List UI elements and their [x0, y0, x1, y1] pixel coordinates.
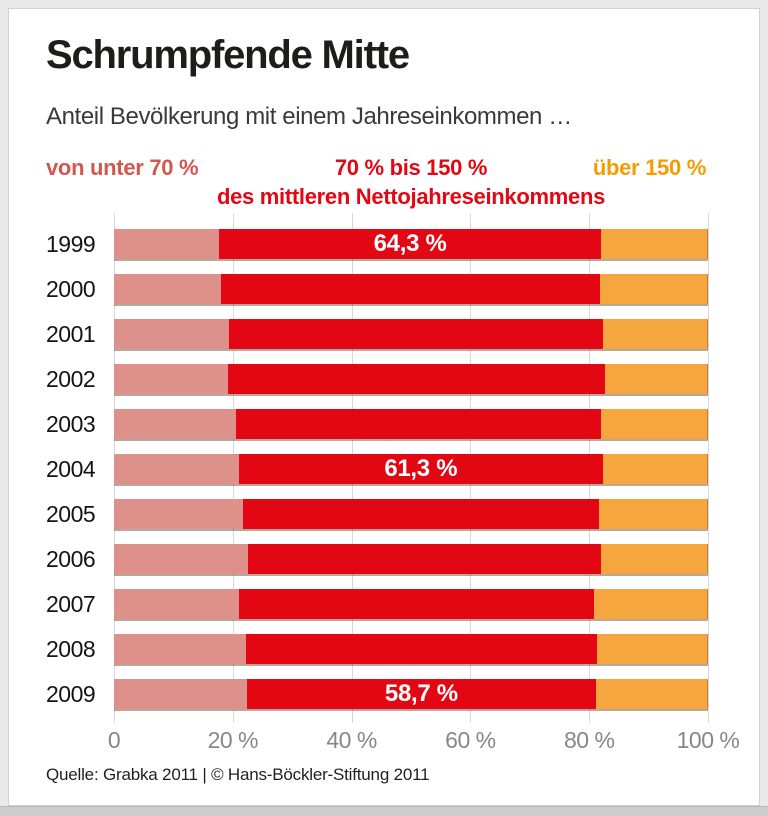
bottom-strip	[0, 806, 768, 816]
legend-item-over-150: über 150 %	[592, 155, 706, 180]
legend-item-under-70: von unter 70 %	[46, 155, 199, 180]
bar-row: 1999 64,3 %	[46, 229, 708, 259]
chart-title: Schrumpfende Mitte	[46, 33, 410, 77]
chart-card: Schrumpfende Mitte Anteil Bevölkerung mi…	[8, 8, 760, 806]
bar-segment-over-150	[595, 679, 708, 709]
stacked-bar	[114, 319, 708, 349]
gridline	[708, 213, 709, 723]
bar-row: 2002	[46, 364, 708, 394]
stacked-bar	[114, 409, 708, 439]
x-tick-label: 80 %	[563, 727, 615, 753]
bar-segment-under-70	[114, 409, 237, 439]
bar-value-label: 61,3 %	[384, 455, 458, 482]
bar-segment-under-70	[114, 544, 248, 574]
bar-segment-over-150	[605, 364, 708, 394]
legend-subline: des mittleren Nettojahreseinkommens	[216, 184, 606, 209]
bar-segment-70-150	[236, 409, 602, 439]
bar-segment-under-70	[114, 229, 220, 259]
bar-segment-under-70	[114, 499, 244, 529]
bar-segment-under-70	[114, 634, 247, 664]
stacked-bar	[114, 364, 708, 394]
year-label: 2002	[46, 366, 96, 392]
chart-subtitle: Anteil Bevölkerung mit einem Jahreseinko…	[46, 103, 572, 130]
year-label: 2009	[46, 681, 96, 707]
bar-segment-over-150	[601, 409, 708, 439]
stacked-bar-chart: 1999 64,3 % 2000 2001 2002 2003 2004 61,3 % 2005…	[46, 213, 709, 723]
bar-segment-over-150	[601, 544, 708, 574]
x-tick-label: 20 %	[207, 727, 259, 753]
stacked-bar	[114, 544, 708, 574]
bar-row: 2009 58,7 %	[46, 679, 708, 709]
bar-segment-70-150	[238, 589, 594, 619]
legend-item-70-150: 70 % bis 150 %	[334, 155, 488, 180]
stacked-bar	[114, 274, 708, 304]
year-label: 2007	[46, 591, 96, 617]
bar-segment-over-150	[596, 634, 708, 664]
bar-segment-70-150	[228, 364, 606, 394]
year-label: 2008	[46, 636, 96, 662]
year-label: 2003	[46, 411, 96, 437]
legend: von unter 70 % 70 % bis 150 % über 150 %	[9, 155, 759, 181]
bar-segment-over-150	[601, 229, 708, 259]
x-axis: 0 20 % 40 % 60 % 80 % 100 %	[108, 727, 740, 755]
bar-row: 2003	[46, 409, 708, 439]
bar-row: 2000	[46, 274, 708, 304]
bar-segment-under-70	[114, 274, 221, 304]
year-label: 2001	[46, 321, 96, 347]
stacked-bar: 58,7 %	[114, 679, 708, 709]
bar-segment-70-150	[247, 544, 602, 574]
bar-segment-over-150	[593, 589, 708, 619]
bar-segment-under-70	[114, 364, 229, 394]
bar-segment-under-70	[114, 589, 239, 619]
bar-value-label: 58,7 %	[384, 680, 458, 707]
bar-row: 2008	[46, 634, 708, 664]
x-tick-label: 60 %	[445, 727, 496, 753]
bar-segment-under-70	[114, 319, 229, 349]
x-tick-label: 100 %	[676, 727, 740, 753]
bar-segment-70-150	[228, 319, 604, 349]
year-label: 2004	[46, 456, 96, 482]
bar-row: 2004 61,3 %	[46, 454, 708, 484]
bar-segment-over-150	[599, 274, 708, 304]
bar-segment-over-150	[603, 319, 708, 349]
bar-row: 2006	[46, 544, 708, 574]
bar-segment-70-150	[220, 274, 600, 304]
bar-segment-70-150	[246, 634, 597, 664]
year-label: 2000	[46, 276, 96, 302]
stacked-bar: 61,3 %	[114, 454, 708, 484]
bar-row: 2005	[46, 499, 708, 529]
bar-value-label: 64,3 %	[373, 230, 447, 257]
year-label: 2006	[46, 546, 96, 572]
x-tick-label: 0	[107, 727, 121, 753]
bar-segment-70-150: 64,3 %	[219, 229, 602, 259]
year-label: 2005	[46, 501, 96, 527]
stacked-bar: 64,3 %	[114, 229, 708, 259]
bar-segment-under-70	[114, 679, 248, 709]
bar-segment-over-150	[602, 454, 708, 484]
bar-row: 2001	[46, 319, 708, 349]
year-label: 1999	[46, 231, 96, 257]
source-note: Quelle: Grabka 2011 | © Hans-Böckler-Sti…	[46, 765, 430, 784]
stacked-bar	[114, 499, 708, 529]
bar-segment-70-150	[243, 499, 599, 529]
x-tick-label: 40 %	[326, 727, 377, 753]
stacked-bar	[114, 589, 708, 619]
bar-segment-70-150: 58,7 %	[247, 679, 596, 709]
bar-segment-over-150	[598, 499, 708, 529]
bar-row: 2007	[46, 589, 708, 619]
stacked-bar	[114, 634, 708, 664]
bar-segment-under-70	[114, 454, 239, 484]
bar-segment-70-150: 61,3 %	[238, 454, 603, 484]
